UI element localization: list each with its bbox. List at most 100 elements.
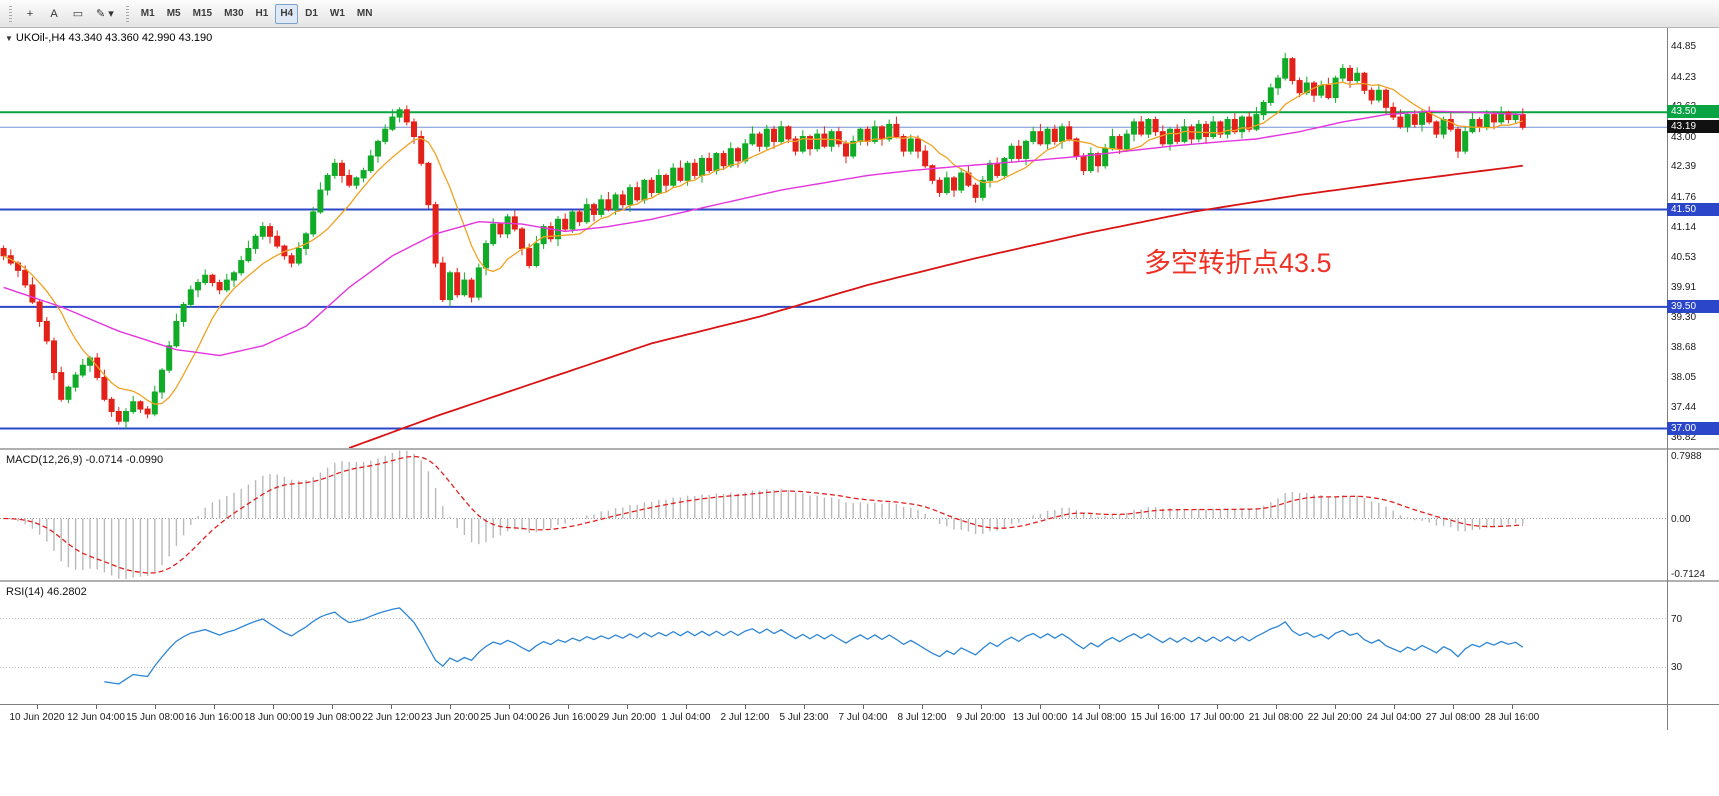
toolbar-grip[interactable] bbox=[9, 5, 12, 22]
price-level-tag: 43.19 bbox=[1667, 120, 1719, 134]
date-label: 12 Jun 04:00 bbox=[67, 712, 125, 723]
date-label: 19 Jun 08:00 bbox=[303, 712, 361, 723]
timeframe-m30-button[interactable]: M30 bbox=[224, 8, 244, 19]
timeframe-mn-button[interactable]: MN bbox=[356, 8, 373, 19]
date-label: 5 Jul 23:00 bbox=[779, 712, 829, 723]
macd-axis-label: -0.7124 bbox=[1671, 568, 1705, 580]
timeframe-h1-button[interactable]: H1 bbox=[255, 8, 269, 19]
chart-collapse-icon[interactable]: ▼ bbox=[5, 34, 13, 43]
candlestick-series bbox=[0, 52, 1526, 429]
macd-axis-label: 0.7988 bbox=[1671, 451, 1702, 463]
date-label: 15 Jun 08:00 bbox=[126, 712, 184, 723]
timeframe-m15-button[interactable]: M15 bbox=[192, 8, 213, 19]
date-label: 18 Jun 00:00 bbox=[244, 712, 302, 723]
text-tool-button[interactable]: ▭ bbox=[72, 8, 84, 20]
rsi-level-label: 30 bbox=[1671, 662, 1683, 674]
slow-ma-line bbox=[348, 164, 1523, 448]
time-axis-tick bbox=[1158, 705, 1159, 709]
timeframe-w1-button[interactable]: W1 bbox=[329, 8, 345, 19]
timeframe-m5-button[interactable]: M5 bbox=[166, 8, 181, 19]
price-level-tag: 43.50 bbox=[1667, 105, 1719, 119]
price-axis-label: 41.76 bbox=[1671, 191, 1697, 203]
date-label: 26 Jun 16:00 bbox=[539, 712, 597, 723]
time-axis-tick bbox=[686, 705, 687, 709]
time-axis-tick bbox=[37, 705, 38, 709]
time-axis-tick bbox=[450, 705, 451, 709]
time-axis-tick bbox=[981, 705, 982, 709]
date-label: 14 Jul 08:00 bbox=[1071, 712, 1127, 723]
time-axis-tick bbox=[568, 705, 569, 709]
toolbar-grip[interactable] bbox=[125, 5, 129, 22]
time-axis-tick bbox=[214, 705, 215, 709]
date-label: 17 Jul 00:00 bbox=[1189, 712, 1245, 723]
chart-annotation-text: 多空转折点43.5 bbox=[1144, 248, 1332, 278]
macd-label: MACD(12,26,9) -0.0714 -0.0990 bbox=[6, 454, 164, 466]
macd-axis-label: 0.00 bbox=[1671, 513, 1691, 525]
date-label: 2 Jul 12:00 bbox=[720, 712, 770, 723]
date-label: 9 Jul 20:00 bbox=[956, 712, 1006, 723]
fast-ma-line bbox=[3, 81, 1524, 405]
pane-splitter[interactable] bbox=[0, 580, 1719, 582]
time-axis-tick bbox=[745, 705, 746, 709]
date-label: 1 Jul 04:00 bbox=[661, 712, 711, 723]
time-axis-tick bbox=[1040, 705, 1041, 709]
date-label: 24 Jul 04:00 bbox=[1366, 712, 1422, 723]
rsi-pane[interactable]: RSI(14) 46.2802 70 30 bbox=[0, 582, 1719, 704]
date-label: 16 Jun 16:00 bbox=[185, 712, 243, 723]
price-axis-label: 38.05 bbox=[1671, 372, 1697, 384]
time-axis-tick bbox=[509, 705, 510, 709]
price-pane[interactable]: ▼ UKOil-,H4 43.340 43.360 42.990 43.190 多… bbox=[0, 28, 1719, 448]
time-axis-tick bbox=[1512, 705, 1513, 709]
time-axis-tick bbox=[627, 705, 628, 709]
time-axis[interactable]: 10 Jun 2020 12 Jun 04:00 15 Jun 08:00 16 Ju… bbox=[0, 704, 1719, 730]
crosshair-tool-button[interactable]: + bbox=[26, 7, 34, 20]
price-axis-label: 40.53 bbox=[1671, 251, 1697, 263]
price-axis-label: 38.68 bbox=[1671, 341, 1697, 353]
timeframe-m1-button[interactable]: M1 bbox=[140, 8, 155, 19]
chart-header: ▼ UKOil-,H4 43.340 43.360 42.990 43.190 bbox=[5, 32, 212, 44]
price-scale-border bbox=[1667, 28, 1668, 730]
time-axis-tick bbox=[96, 705, 97, 709]
rsi-level-label: 70 bbox=[1671, 613, 1683, 625]
price-axis-label: 43.00 bbox=[1671, 131, 1697, 143]
medium-ma-line bbox=[3, 110, 1523, 357]
price-level-tag: 41.50 bbox=[1667, 202, 1719, 216]
time-axis-tick bbox=[1335, 705, 1336, 709]
price-axis-label: 44.23 bbox=[1671, 71, 1697, 83]
time-axis-tick bbox=[273, 705, 274, 709]
price-plot-svg bbox=[0, 52, 1667, 448]
price-axis-label: 42.39 bbox=[1671, 161, 1697, 173]
date-label: 23 Jun 20:00 bbox=[421, 712, 479, 723]
time-axis-tick bbox=[1394, 705, 1395, 709]
time-axis-tick bbox=[1099, 705, 1100, 709]
price-axis-label: 39.30 bbox=[1671, 311, 1697, 323]
timeframe-button-group: M1 M5 M15 M30 H1 H4 D1 W1 MN bbox=[135, 3, 379, 24]
rsi-plot-svg bbox=[0, 607, 1667, 685]
macd-signal-line bbox=[3, 455, 1523, 574]
tool-button-group: + A ▭ ✎ ▾ bbox=[18, 4, 120, 24]
date-label: 28 Jul 16:00 bbox=[1484, 712, 1540, 723]
date-label: 15 Jul 16:00 bbox=[1130, 712, 1186, 723]
date-label: 29 Jun 20:00 bbox=[598, 712, 656, 723]
date-label: 21 Jul 08:00 bbox=[1248, 712, 1304, 723]
date-label: 10 Jun 2020 bbox=[9, 712, 65, 723]
macd-plot-svg bbox=[0, 450, 1667, 580]
price-axis-label: 39.91 bbox=[1671, 281, 1697, 293]
time-axis-tick bbox=[332, 705, 333, 709]
date-label: 8 Jul 12:00 bbox=[897, 712, 947, 723]
pane-splitter[interactable] bbox=[0, 448, 1719, 450]
timeframe-d1-button[interactable]: D1 bbox=[305, 8, 318, 19]
time-axis-tick bbox=[1276, 705, 1277, 709]
macd-pane[interactable]: MACD(12,26,9) -0.0714 -0.0990 0.7988 0.00… bbox=[0, 450, 1719, 580]
toolbar: + A ▭ ✎ ▾ M1 M5 M15 M30 H1 H4 D1 W1 MN bbox=[0, 0, 1719, 28]
price-axis-label: 41.14 bbox=[1671, 222, 1697, 234]
bottom-filler bbox=[0, 730, 1719, 796]
timeframe-h4-button[interactable]: H4 bbox=[275, 3, 299, 24]
price-axis-label: 44.85 bbox=[1671, 41, 1697, 53]
arrow-tool-button[interactable]: A bbox=[50, 7, 58, 20]
chart-ohlc-text: UKOil-,H4 43.340 43.360 42.990 43.190 bbox=[15, 32, 213, 44]
price-level-tag: 37.00 bbox=[1667, 421, 1719, 435]
date-label: 7 Jul 04:00 bbox=[838, 712, 888, 723]
draw-tool-button[interactable]: ✎ ▾ bbox=[96, 8, 114, 20]
time-axis-tick bbox=[863, 705, 864, 709]
